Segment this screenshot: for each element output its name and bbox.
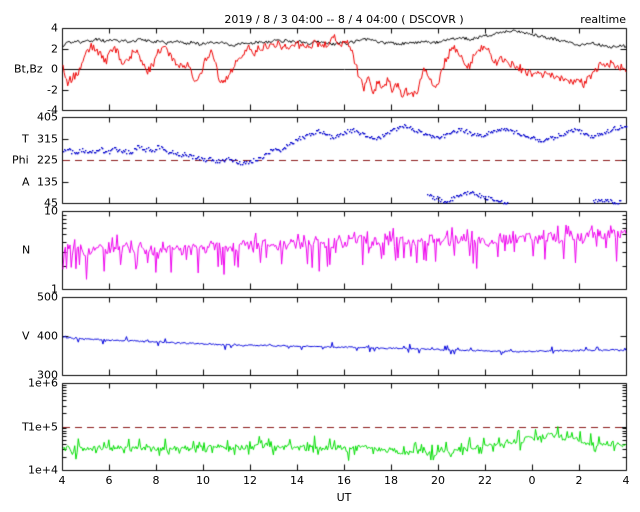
ytick-bt-bz-3: -2 xyxy=(47,83,58,96)
ytick-velocity-0: 500 xyxy=(37,290,58,304)
xtick-8: 20 xyxy=(431,474,445,487)
ytick-temperature-1: 1e+5 xyxy=(28,420,58,433)
ytick-bt-bz-4: -4 xyxy=(47,103,58,117)
xtick-3: 10 xyxy=(196,474,210,487)
xaxis-title: UT xyxy=(336,491,352,504)
ytick-bt-bz-1: 2 xyxy=(51,42,58,55)
ylabel-phi: Phi xyxy=(12,153,29,167)
ylabel-density: N xyxy=(22,243,31,257)
ylabel-phi-t: T xyxy=(22,132,29,145)
ylabel-bt-bz: Bt,Bz xyxy=(14,62,43,76)
xtick-11: 2 xyxy=(575,474,583,487)
ytick-phi-theta-3: 135 xyxy=(37,175,58,188)
ytick-density-0: 10 xyxy=(44,204,58,218)
ytick-phi-theta-0: 405 xyxy=(37,110,58,124)
ytick-density-1: 1 xyxy=(51,282,58,296)
page-title: 2019 / 8 / 3 04:00 -- 8 / 4 04:00 ( DSCO… xyxy=(224,13,464,26)
ylabel-phi-a: A xyxy=(22,175,30,188)
ytick-temperature-2: 1e+4 xyxy=(28,463,58,477)
ytick-bt-bz-2: 0 xyxy=(51,62,58,76)
realtime-badge: realtime xyxy=(580,13,626,26)
xtick-1: 6 xyxy=(105,474,113,487)
ytick-temperature-0: 1e+6 xyxy=(28,376,58,390)
xtick-9: 22 xyxy=(478,474,492,487)
xtick-7: 18 xyxy=(384,474,398,487)
xtick-12: 4 xyxy=(622,474,630,487)
ylabel-velocity: V xyxy=(22,329,30,343)
ytick-velocity-1: 400 xyxy=(37,329,58,343)
xtick-0: 4 xyxy=(58,474,66,487)
xtick-5: 14 xyxy=(290,474,304,487)
ytick-bt-bz-0: 4 xyxy=(51,21,58,35)
ytick-velocity-2: 300 xyxy=(37,368,58,382)
ytick-phi-theta-4: 45 xyxy=(44,196,58,210)
ytick-phi-theta-1: 315 xyxy=(37,132,58,145)
xtick-4: 12 xyxy=(243,474,257,487)
xtick-10: 0 xyxy=(528,474,536,487)
ytick-phi-theta-2: 225 xyxy=(37,153,58,167)
xtick-2: 8 xyxy=(152,474,160,487)
ylabel-temperature: T xyxy=(22,420,29,433)
xtick-6: 16 xyxy=(337,474,351,487)
